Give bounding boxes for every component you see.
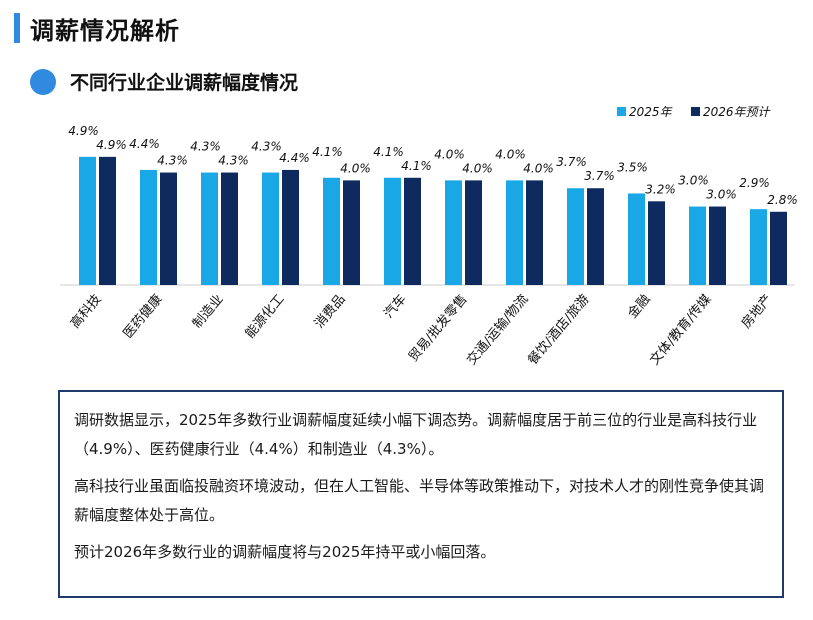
bar-2025-0 bbox=[79, 156, 96, 285]
bar-2026-2 bbox=[221, 172, 238, 285]
summary-paragraph-2: 高科技行业虽面临投融资环境波动，但在人工智能、半导体等政策推动下，对技术人才的刚… bbox=[74, 477, 765, 524]
bar-2026-5 bbox=[404, 177, 421, 285]
bar-2026-3 bbox=[282, 169, 299, 285]
summary-box: 调研数据显示，2025年多数行业调薪幅度延续小幅下调态势。调薪幅度居于前三位的行… bbox=[58, 390, 784, 598]
data-label-2026-10: 3.0% bbox=[706, 188, 737, 202]
data-label-2025-11: 2.9% bbox=[739, 176, 770, 190]
bar-2025-2 bbox=[201, 172, 218, 285]
category-label-10: 文体/教育/传媒 bbox=[647, 291, 715, 368]
summary-paragraph-3: 预计2026年多数行业的调薪幅度将与2025年持平或小幅回落。 bbox=[74, 543, 496, 561]
bar-2025-4 bbox=[323, 177, 340, 285]
data-label-2026-5: 4.1% bbox=[401, 159, 432, 173]
data-label-2026-6: 4.0% bbox=[462, 161, 493, 175]
data-label-2026-0: 4.9% bbox=[96, 138, 127, 152]
legend-swatch-0 bbox=[617, 107, 626, 116]
bar-2025-8 bbox=[567, 188, 584, 285]
bar-2026-7 bbox=[526, 180, 543, 285]
bar-2026-1 bbox=[160, 172, 177, 285]
bar-2026-11 bbox=[770, 211, 787, 285]
bar-2026-10 bbox=[709, 206, 726, 285]
data-label-2026-9: 3.2% bbox=[645, 182, 676, 196]
data-label-2025-10: 3.0% bbox=[678, 174, 709, 188]
category-label-5: 汽车 bbox=[381, 291, 410, 321]
legend-label-0: 2025年 bbox=[629, 105, 674, 119]
data-label-2025-5: 4.1% bbox=[373, 145, 404, 159]
data-label-2025-0: 4.9% bbox=[68, 124, 99, 138]
bar-2026-6 bbox=[465, 180, 482, 285]
category-label-8: 餐饮/酒店/旅游 bbox=[525, 291, 593, 368]
bar-2025-11 bbox=[750, 209, 767, 285]
page-title: 调薪情况解析 bbox=[30, 16, 180, 45]
data-label-2026-2: 4.3% bbox=[218, 154, 249, 168]
bar-chart: 4.9%4.9%高科技4.4%4.3%医药健康4.3%4.3%制造业4.3%4.… bbox=[60, 105, 798, 368]
bar-2025-5 bbox=[384, 177, 401, 285]
data-label-2025-6: 4.0% bbox=[434, 147, 465, 161]
bar-2025-10 bbox=[689, 206, 706, 285]
data-label-2026-3: 4.4% bbox=[279, 151, 310, 165]
bar-2025-9 bbox=[628, 193, 645, 285]
data-label-2026-4: 4.0% bbox=[340, 161, 371, 175]
category-label-6: 贸易/批发零售 bbox=[405, 291, 470, 364]
section-bullet-icon bbox=[30, 68, 56, 95]
legend-swatch-1 bbox=[691, 107, 700, 116]
category-label-9: 金融 bbox=[625, 291, 654, 321]
header-accent-bar bbox=[14, 13, 20, 43]
data-label-2025-4: 4.1% bbox=[312, 145, 343, 159]
data-label-2025-8: 3.7% bbox=[556, 155, 587, 169]
bar-2025-6 bbox=[445, 180, 462, 285]
data-label-2026-7: 4.0% bbox=[523, 161, 554, 175]
page-header: 调薪情况解析 bbox=[14, 10, 180, 46]
summary-paragraph-1: 调研数据显示，2025年多数行业调薪幅度延续小幅下调态势。调薪幅度居于前三位的行… bbox=[74, 411, 758, 458]
bar-2025-3 bbox=[262, 172, 279, 285]
bar-2026-9 bbox=[648, 201, 665, 285]
bar-2025-7 bbox=[506, 180, 523, 285]
data-label-2025-9: 3.5% bbox=[617, 160, 648, 174]
category-label-4: 消费品 bbox=[312, 292, 349, 332]
data-label-2025-7: 4.0% bbox=[495, 147, 526, 161]
section-title: 不同行业企业调薪幅度情况 bbox=[70, 72, 299, 94]
category-label-0: 高科技 bbox=[67, 291, 104, 331]
bar-2026-0 bbox=[99, 156, 116, 285]
legend-label-1: 2026年预计 bbox=[703, 105, 772, 119]
category-label-11: 房地产 bbox=[738, 291, 775, 331]
data-label-2025-3: 4.3% bbox=[251, 140, 282, 154]
data-label-2026-11: 2.8% bbox=[767, 193, 798, 207]
bar-2026-4 bbox=[343, 180, 360, 285]
section-heading: 不同行业企业调薪幅度情况 bbox=[30, 68, 298, 95]
category-label-2: 制造业 bbox=[190, 292, 227, 332]
category-label-1: 医药健康 bbox=[120, 291, 166, 341]
data-label-2025-1: 4.4% bbox=[129, 137, 160, 151]
data-label-2025-2: 4.3% bbox=[190, 140, 221, 154]
bar-2026-8 bbox=[587, 188, 604, 285]
data-label-2026-8: 3.7% bbox=[584, 169, 615, 183]
category-label-7: 交通/运输/物流 bbox=[464, 291, 532, 368]
data-label-2026-1: 4.3% bbox=[157, 154, 188, 168]
bar-2025-1 bbox=[140, 169, 157, 285]
category-label-3: 能源化工 bbox=[243, 292, 288, 341]
